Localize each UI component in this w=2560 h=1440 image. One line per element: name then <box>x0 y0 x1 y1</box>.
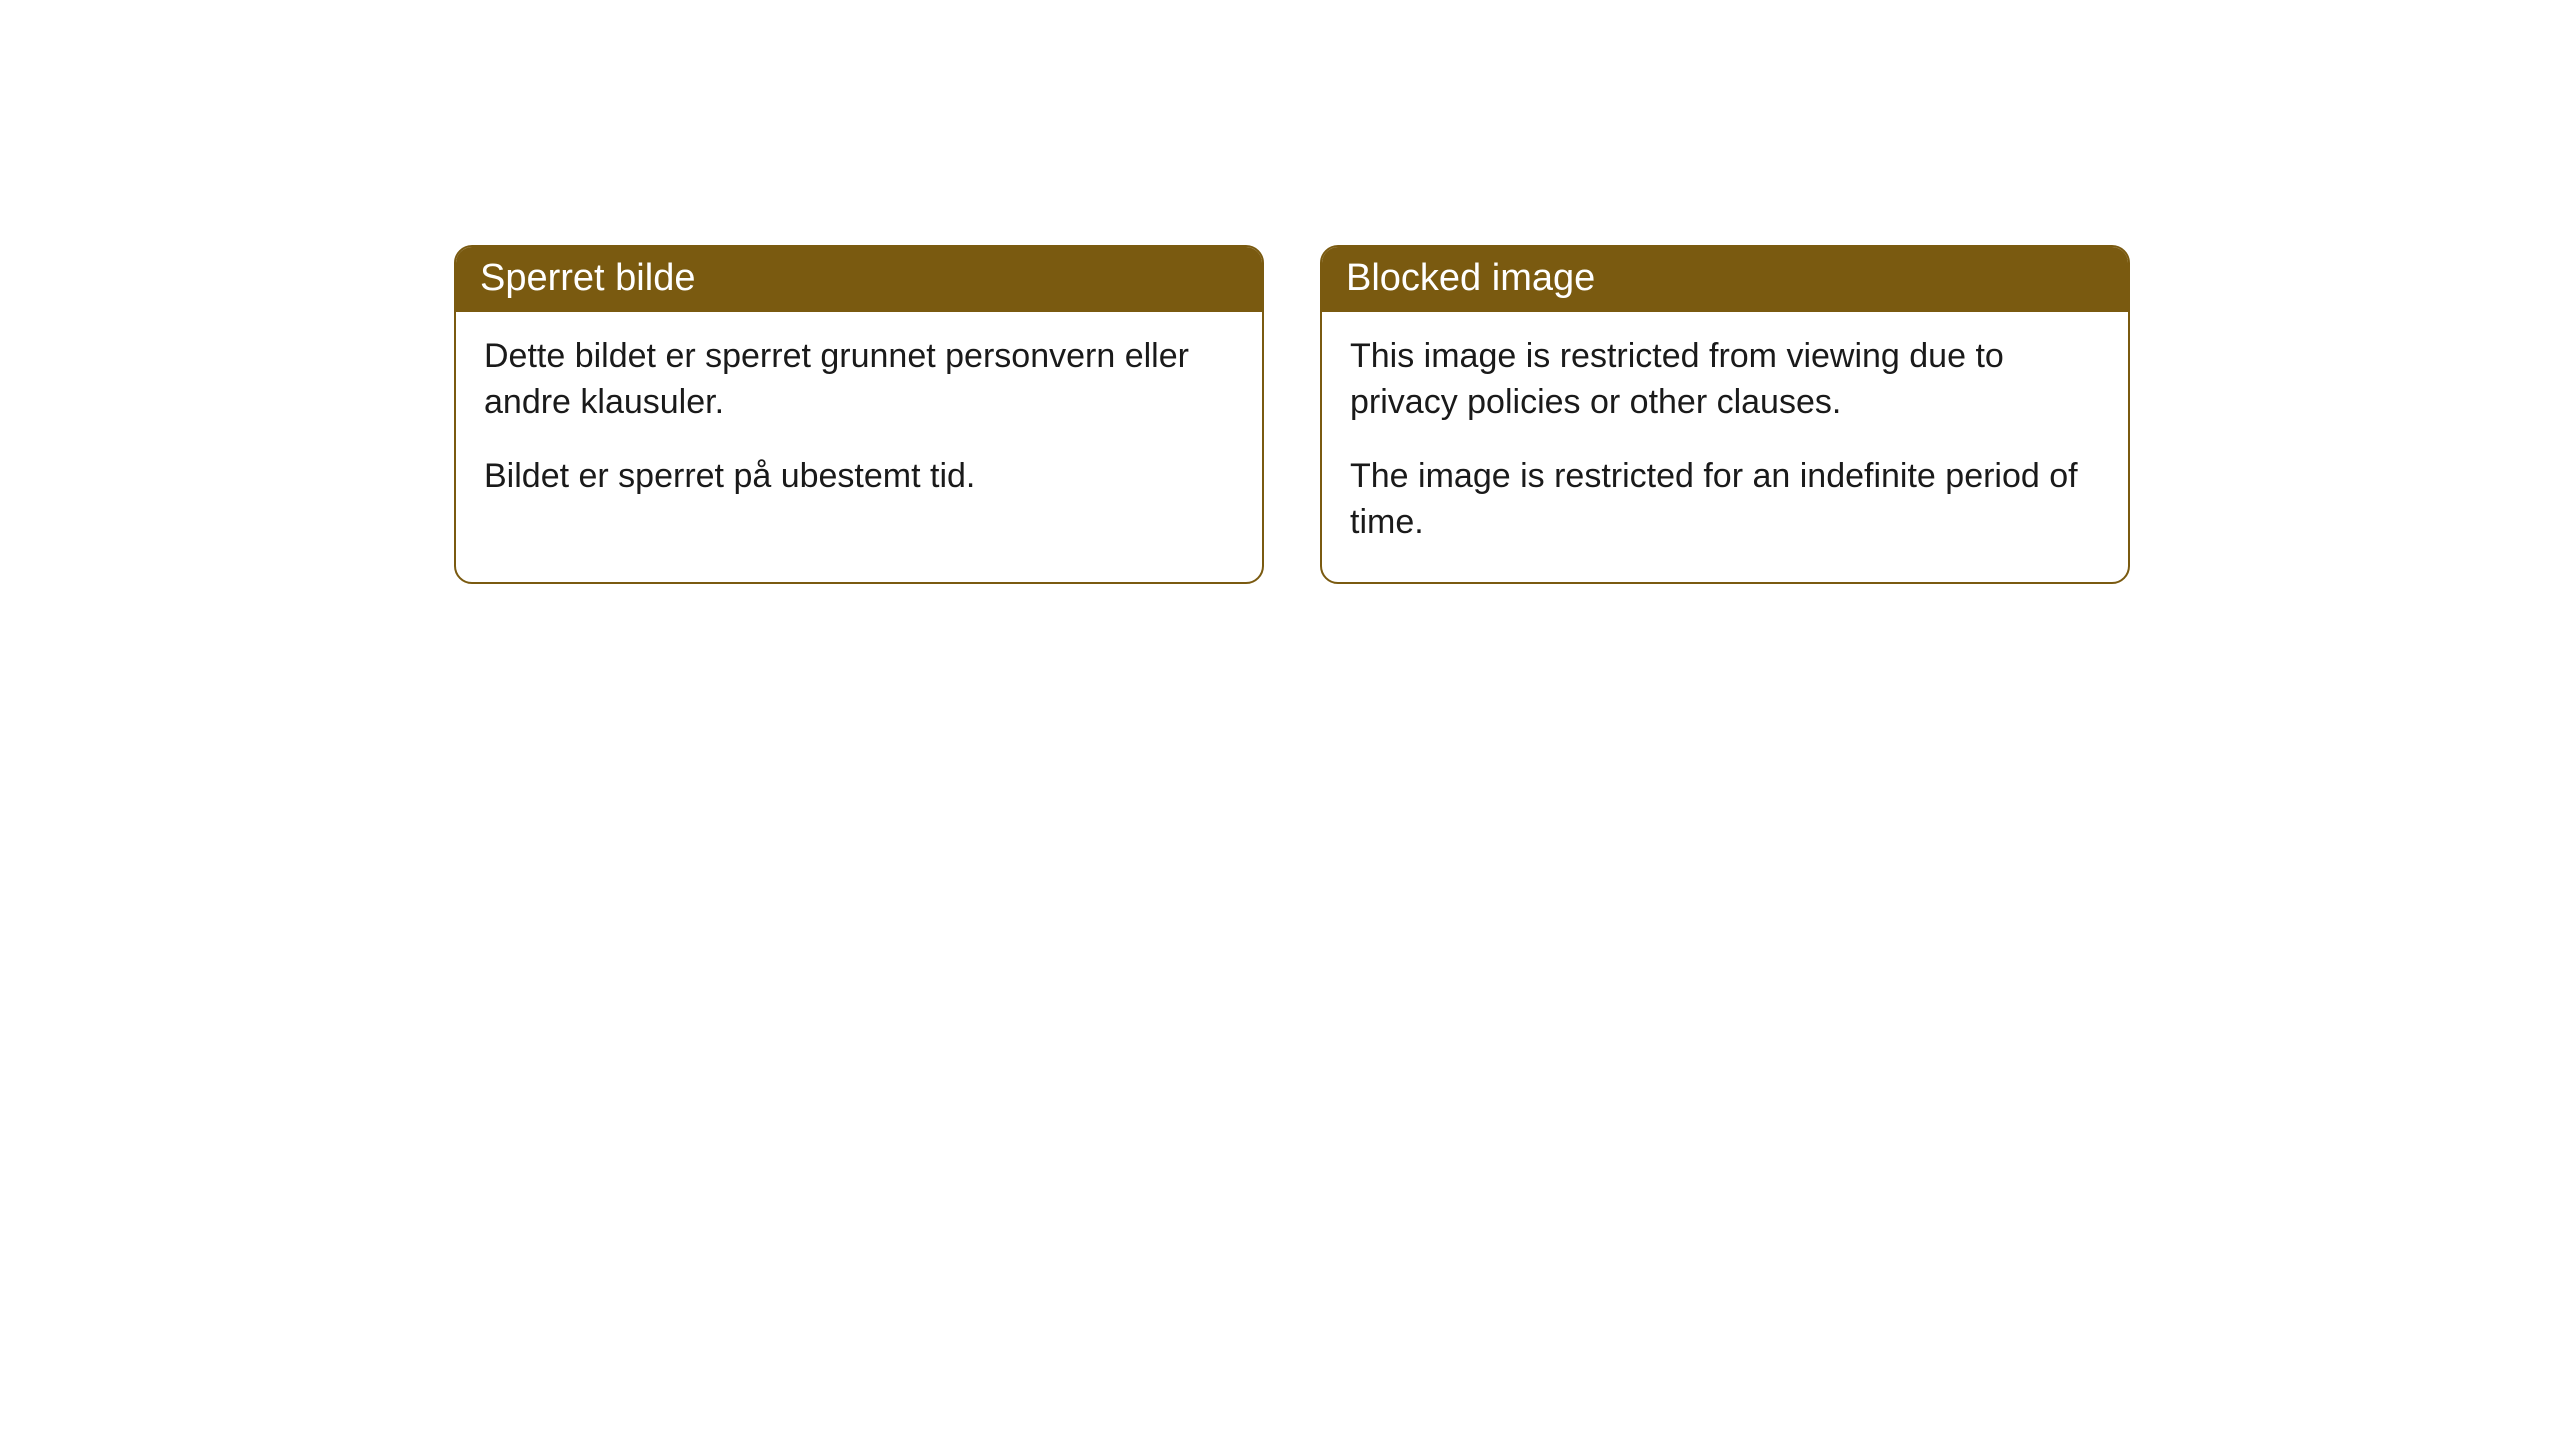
card-paragraph: Bildet er sperret på ubestemt tid. <box>484 454 1234 500</box>
notice-cards-container: Sperret bilde Dette bildet er sperret gr… <box>454 245 2130 584</box>
card-paragraph: Dette bildet er sperret grunnet personve… <box>484 334 1234 426</box>
card-body: Dette bildet er sperret grunnet personve… <box>456 312 1262 536</box>
card-paragraph: The image is restricted for an indefinit… <box>1350 454 2100 546</box>
blocked-image-card-en: Blocked image This image is restricted f… <box>1320 245 2130 584</box>
blocked-image-card-no: Sperret bilde Dette bildet er sperret gr… <box>454 245 1264 584</box>
card-title: Blocked image <box>1346 257 1595 299</box>
card-body: This image is restricted from viewing du… <box>1322 312 2128 582</box>
card-header: Blocked image <box>1322 247 2128 312</box>
card-paragraph: This image is restricted from viewing du… <box>1350 334 2100 426</box>
card-header: Sperret bilde <box>456 247 1262 312</box>
card-title: Sperret bilde <box>480 257 695 299</box>
